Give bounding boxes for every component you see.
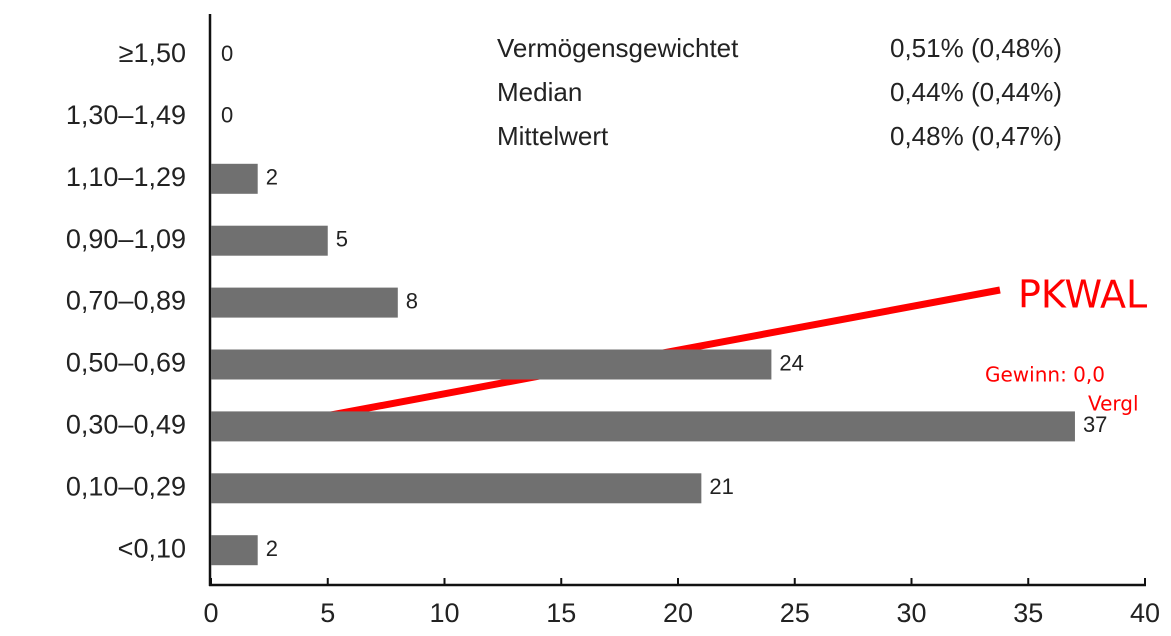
- data-label: 2: [266, 165, 278, 190]
- data-label: 8: [406, 288, 418, 313]
- x-tick-label: 15: [546, 598, 576, 628]
- callout-text: PKWAL: [1018, 273, 1147, 317]
- x-tick-label: 35: [1013, 598, 1043, 628]
- stat-value: 0,51% (0,48%): [890, 33, 1062, 63]
- data-label: 5: [336, 227, 348, 252]
- stat-label: Mittelwert: [497, 121, 609, 151]
- y-tick-label: ≥1,50: [119, 38, 186, 68]
- data-label: 37: [1083, 412, 1107, 437]
- y-tick-label: 1,30–1,49: [66, 100, 186, 130]
- data-label: 0: [221, 41, 233, 66]
- bar: [211, 535, 258, 566]
- x-tick-label: 40: [1130, 598, 1160, 628]
- bar: [211, 473, 702, 504]
- x-tick-label: 0: [203, 598, 218, 628]
- data-label: 0: [221, 103, 233, 128]
- stat-label: Vermögensgewichtet: [497, 33, 739, 63]
- x-tick-label: 20: [663, 598, 693, 628]
- x-tick-label: 25: [780, 598, 810, 628]
- data-label: 24: [779, 350, 803, 375]
- y-tick-label: 0,10–0,29: [66, 471, 186, 501]
- bar: [211, 287, 398, 318]
- callout-text: Vergl: [1088, 392, 1139, 416]
- stat-value: 0,44% (0,44%): [890, 77, 1062, 107]
- bar: [211, 225, 328, 256]
- callout-text: Gewinn: 0,0: [985, 363, 1105, 387]
- x-tick-label: 10: [429, 598, 459, 628]
- bar: [211, 349, 772, 380]
- y-tick-label: 0,50–0,69: [66, 348, 186, 378]
- data-label: 2: [266, 536, 278, 561]
- stat-value: 0,48% (0,47%): [890, 121, 1062, 151]
- y-tick-label: 0,70–0,89: [66, 286, 186, 316]
- bar: [211, 411, 1075, 442]
- stat-label: Median: [497, 77, 582, 107]
- x-tick-label: 5: [320, 598, 335, 628]
- y-tick-label: 0,30–0,49: [66, 410, 186, 440]
- x-tick-label: 30: [896, 598, 926, 628]
- y-tick-label: <0,10: [118, 533, 186, 563]
- bar: [211, 163, 258, 194]
- y-tick-label: 1,10–1,29: [66, 162, 186, 192]
- data-label: 21: [709, 474, 733, 499]
- y-tick-label: 0,90–1,09: [66, 224, 186, 254]
